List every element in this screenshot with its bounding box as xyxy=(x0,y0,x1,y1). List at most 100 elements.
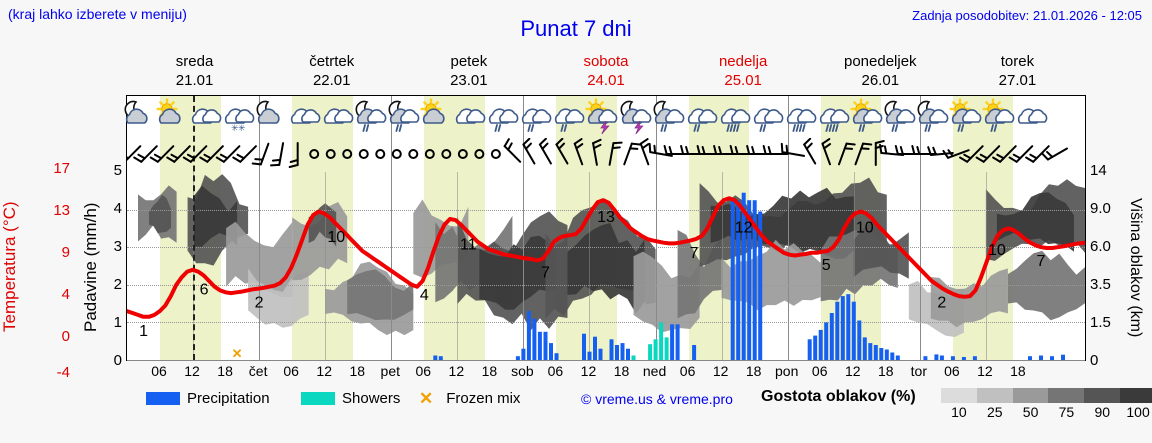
legend-precipitation: Precipitation xyxy=(146,390,270,407)
wind-barb-icon xyxy=(1008,145,1034,163)
cloud-density-blob xyxy=(193,185,238,248)
cloud-rain-icon xyxy=(515,98,553,136)
time-tick-label: 18 xyxy=(877,363,894,379)
location-menu-note[interactable]: (kraj lahko izberete v meniju) xyxy=(8,6,187,22)
axis-tick: 3 xyxy=(113,238,122,255)
time-tick-label: 12 xyxy=(580,363,597,379)
cloud-density-blob xyxy=(996,192,1074,252)
day-header-bar: sreda 21.01 četrtek 22.01 petek 23.01 sobota 24… xyxy=(126,52,1086,92)
moon-cloud-rain-icon xyxy=(648,98,686,136)
cloud-density-ramp-ticks: 10 25 50 75 90 100 xyxy=(941,404,1152,422)
wind-barb-icon xyxy=(1025,145,1050,163)
midday-gridline xyxy=(325,172,327,360)
temperature-label: 7 xyxy=(541,264,550,281)
sun-cloud-storm-icon xyxy=(581,98,619,136)
time-tick-label: pon xyxy=(775,363,799,379)
precipitation-bar xyxy=(515,356,520,360)
wind-calm-icon xyxy=(358,149,369,159)
precipitation-bar xyxy=(554,353,559,360)
time-tick-label: 12 xyxy=(448,363,465,379)
day-header-3: sobota 24.01 xyxy=(537,52,674,92)
data-layer: ✕ 1 6 2 10 4 11 7 13 7 12 5 10 2 10 7 xyxy=(125,96,1087,361)
wind-barb-icon xyxy=(648,142,673,157)
density-ramp-tick: 75 xyxy=(1058,404,1075,420)
showers-swatch xyxy=(301,392,335,405)
grid-layer xyxy=(127,96,1085,361)
temperature-label: 2 xyxy=(937,295,946,312)
wind-barb-icon xyxy=(1041,147,1068,161)
day-name: torek xyxy=(1000,53,1035,70)
sun-cloud-rain-icon xyxy=(945,98,983,136)
axis-tick: 0 xyxy=(113,352,122,369)
precipitation-bar xyxy=(526,311,531,360)
day-header-2: petek 23.01 xyxy=(400,52,537,92)
day-name: nedelja xyxy=(718,53,768,70)
time-tick-label: 18 xyxy=(481,363,498,379)
axis-tick: 0 xyxy=(61,328,70,345)
last-update-label: Zadnja posodobitev: 21.01.2026 - 12:05 xyxy=(912,8,1142,23)
cloud-height-axis-title: Višina oblakov (km) xyxy=(1127,198,1144,338)
wind-barb-icon xyxy=(623,142,641,166)
cloud-density-layer xyxy=(127,96,1085,360)
time-tick-label: čet xyxy=(248,363,268,379)
precipitation-bar xyxy=(752,200,757,360)
wind-barb-icon xyxy=(166,145,191,163)
day-divider xyxy=(259,96,261,360)
wind-barb-icon xyxy=(821,138,832,166)
day-name: petek xyxy=(450,53,488,70)
wind-barb-icon xyxy=(874,140,885,166)
precipitation-bar xyxy=(813,335,818,360)
precipitation-bar xyxy=(620,343,625,360)
cloud-rain-heavy-icon xyxy=(714,98,752,136)
horizontal-gridline xyxy=(127,284,1085,286)
cloud-density-blob xyxy=(710,187,854,259)
density-ramp-tick: 25 xyxy=(986,404,1003,420)
wind-barb-icon xyxy=(133,145,158,163)
wind-barb-icon xyxy=(803,137,817,165)
cloudy-icon xyxy=(449,98,487,136)
precipitation-bar xyxy=(1061,354,1065,360)
copyright-link[interactable]: © vreme.us & vreme.pro xyxy=(581,391,733,407)
wind-barb-icon xyxy=(762,145,789,155)
precipitation-bar xyxy=(961,357,966,360)
moon-cloud-rain-icon xyxy=(383,98,421,136)
meteogram-plot[interactable]: ✳ ✳ ✕ 1 6 2 10 4 11 7 13 7 12 5 10 2 10 7 xyxy=(116,95,1087,361)
time-tick-label: pet xyxy=(380,363,400,379)
precipitation-bar xyxy=(631,355,636,360)
cloud-density-blob xyxy=(479,235,557,310)
precipitation-bar xyxy=(873,345,878,360)
time-tick-label: tor xyxy=(910,363,927,379)
midday-gridline xyxy=(853,172,855,360)
axis-tick: 4 xyxy=(113,200,122,217)
legend-showers-label: Showers xyxy=(342,390,401,407)
precipitation-bar xyxy=(587,351,592,360)
time-tick-label: ned xyxy=(642,363,667,379)
precipitation-bar xyxy=(615,345,619,360)
day-header-0: sreda 21.01 xyxy=(126,52,263,92)
precipitation-bar xyxy=(741,192,746,360)
horizontal-gridline xyxy=(127,322,1085,324)
cloud-rain-heavy-icon xyxy=(780,98,818,136)
precipitation-bar xyxy=(598,348,603,360)
wind-barb-icon xyxy=(780,142,806,157)
temperature-label: 10 xyxy=(988,242,1006,259)
wind-barb-icon xyxy=(538,137,552,165)
temperature-label: 7 xyxy=(690,245,699,262)
wind-barb-icon xyxy=(199,145,224,163)
moon-cloud-storm-icon xyxy=(615,98,653,136)
cloudy-icon xyxy=(317,98,355,136)
wind-barb-icon xyxy=(251,142,270,166)
cloud-rain-icon xyxy=(482,98,520,136)
precipitation-bar xyxy=(829,313,834,360)
temperature-label: 6 xyxy=(200,281,209,298)
day-header-4: nedelja 25.01 xyxy=(675,52,812,92)
precipitation-bar xyxy=(675,324,680,360)
time-tick-label: 06 xyxy=(811,363,828,379)
time-tick-label: 06 xyxy=(679,363,696,379)
day-divider xyxy=(391,96,393,360)
sun-cloud-icon xyxy=(416,98,454,136)
precipitation-bar xyxy=(653,339,658,360)
precipitation-swatch xyxy=(146,392,180,405)
precipitation-bar xyxy=(626,348,630,360)
